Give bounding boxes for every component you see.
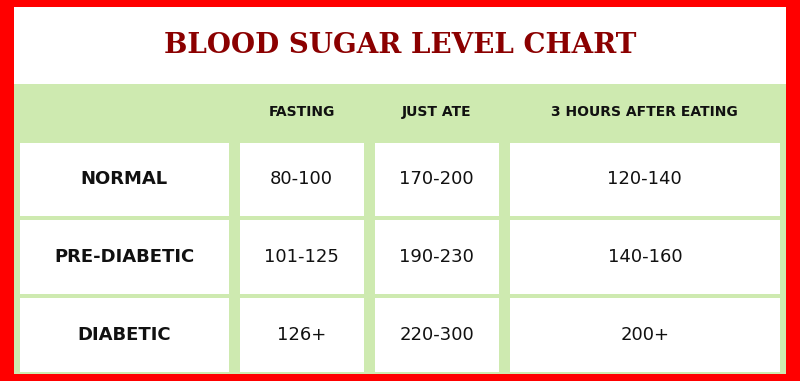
Text: BLOOD SUGAR LEVEL CHART: BLOOD SUGAR LEVEL CHART: [164, 32, 636, 59]
FancyBboxPatch shape: [374, 221, 498, 294]
FancyBboxPatch shape: [20, 298, 229, 372]
Text: JUST ATE: JUST ATE: [402, 105, 471, 119]
FancyBboxPatch shape: [510, 221, 780, 294]
FancyBboxPatch shape: [239, 221, 364, 294]
FancyBboxPatch shape: [510, 298, 780, 372]
FancyBboxPatch shape: [374, 142, 498, 216]
Text: 126+: 126+: [277, 326, 326, 344]
Text: 140-160: 140-160: [607, 248, 682, 266]
Text: 220-300: 220-300: [399, 326, 474, 344]
FancyBboxPatch shape: [239, 298, 364, 372]
Text: 101-125: 101-125: [264, 248, 339, 266]
FancyBboxPatch shape: [20, 221, 229, 294]
FancyBboxPatch shape: [14, 84, 786, 374]
FancyBboxPatch shape: [20, 142, 229, 216]
FancyBboxPatch shape: [239, 142, 364, 216]
Text: FASTING: FASTING: [269, 105, 335, 119]
Text: 80-100: 80-100: [270, 170, 333, 189]
FancyBboxPatch shape: [14, 7, 786, 374]
Text: NORMAL: NORMAL: [81, 170, 168, 189]
Text: 200+: 200+: [620, 326, 670, 344]
Text: 190-230: 190-230: [399, 248, 474, 266]
Text: 170-200: 170-200: [399, 170, 474, 189]
Text: 120-140: 120-140: [607, 170, 682, 189]
Text: 3 HOURS AFTER EATING: 3 HOURS AFTER EATING: [551, 105, 738, 119]
Text: PRE-DIABETIC: PRE-DIABETIC: [54, 248, 194, 266]
FancyBboxPatch shape: [510, 142, 780, 216]
FancyBboxPatch shape: [374, 298, 498, 372]
Text: DIABETIC: DIABETIC: [78, 326, 171, 344]
